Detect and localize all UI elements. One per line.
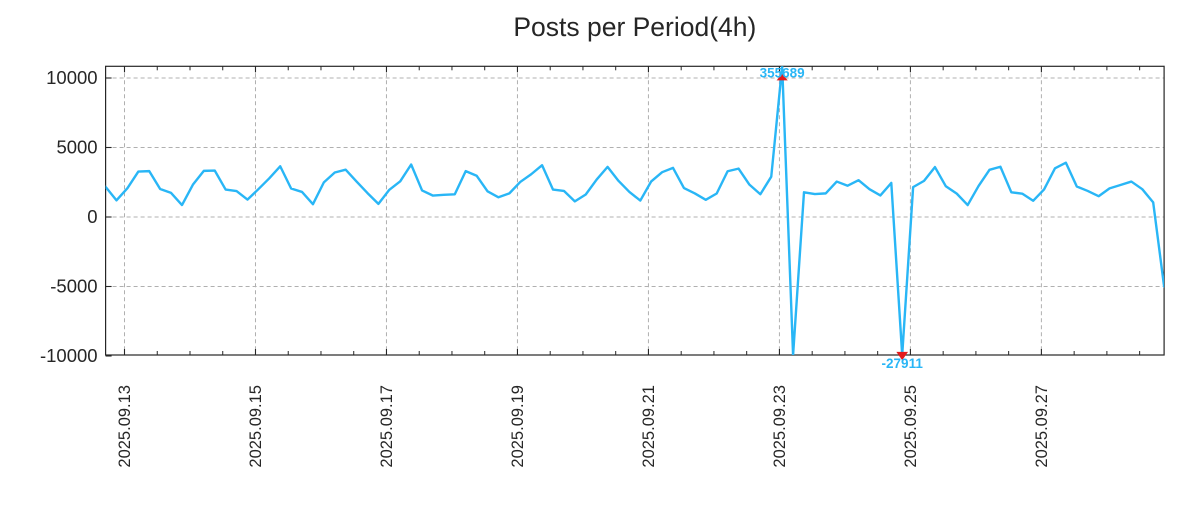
svg-text:2025.09.21: 2025.09.21 xyxy=(640,385,658,468)
svg-text:5000: 5000 xyxy=(56,137,97,158)
svg-text:2025.09.25: 2025.09.25 xyxy=(902,385,920,468)
svg-text:2025.09.23: 2025.09.23 xyxy=(771,385,789,468)
svg-text:2025.09.15: 2025.09.15 xyxy=(247,385,265,468)
svg-text:0: 0 xyxy=(87,206,97,227)
svg-text:2025.09.17: 2025.09.17 xyxy=(378,385,396,468)
svg-text:-27911: -27911 xyxy=(882,356,924,371)
svg-text:-10000: -10000 xyxy=(40,345,98,366)
svg-text:2025.09.13: 2025.09.13 xyxy=(116,385,134,468)
svg-text:10000: 10000 xyxy=(46,67,97,88)
svg-text:Posts per Period(4h): Posts per Period(4h) xyxy=(513,12,756,42)
svg-text:-5000: -5000 xyxy=(50,276,97,297)
svg-text:2025.09.19: 2025.09.19 xyxy=(509,385,527,468)
svg-text:355689: 355689 xyxy=(760,65,805,80)
svg-text:2025.09.27: 2025.09.27 xyxy=(1033,385,1051,468)
